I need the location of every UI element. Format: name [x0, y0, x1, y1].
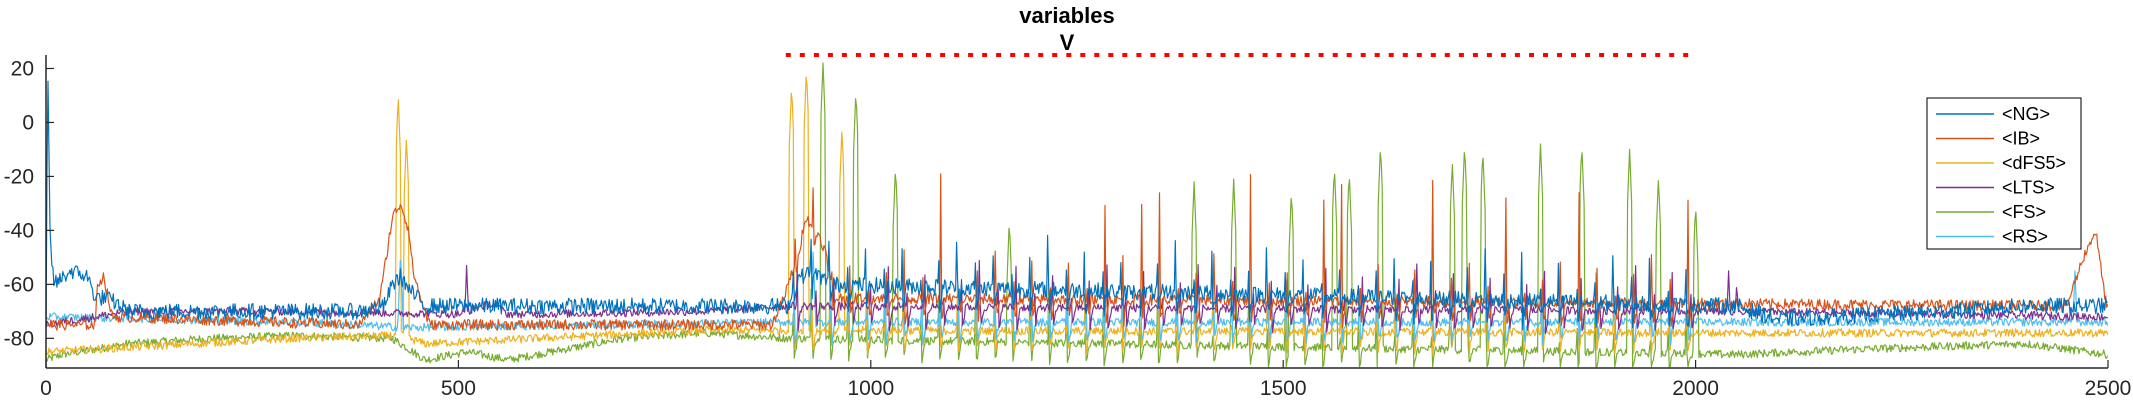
stimulus-marker-dot [1248, 53, 1254, 57]
stimulus-marker-dot [1108, 53, 1114, 57]
legend-label: <FS> [2002, 202, 2046, 222]
stimulus-marker-dot [813, 53, 819, 57]
series-line-dfs5 [46, 76, 2108, 357]
y-tick-label: -60 [4, 273, 34, 296]
axes-layer [45, 55, 2108, 369]
stimulus-marker-dot [1543, 53, 1548, 57]
stimulus-marker-dot [968, 53, 974, 57]
stimulus-marker-dot [1416, 53, 1422, 57]
stimulus-marker-dot [1150, 53, 1156, 57]
stimulus-marker-dot [1360, 53, 1366, 57]
stimulus-marker-dot [1571, 53, 1576, 57]
stimulus-marker-dot [1192, 53, 1198, 57]
stimulus-marker-dot [1529, 53, 1534, 57]
stimulus-marker-dot [1374, 53, 1380, 57]
legend-label: <RS> [2002, 227, 2048, 247]
stimulus-marker-dot [869, 53, 875, 57]
stimulus-marker-dot [827, 53, 833, 57]
stimulus-marker-dot [1122, 53, 1128, 57]
y-tick-label: 20 [11, 57, 34, 80]
stimulus-marker-dot [841, 53, 847, 57]
stimulus-marker-dot [1010, 53, 1016, 57]
y-tick-label: -80 [4, 327, 34, 350]
chart-title: variables [1019, 3, 1114, 28]
x-tick-label: 2000 [1672, 377, 1719, 400]
x-tick-label: 0 [40, 377, 52, 400]
stimulus-marker-dot [1444, 53, 1450, 57]
stimulus-marker-dot [940, 53, 946, 57]
stimulus-marker-dot [1178, 53, 1184, 57]
stimulus-marker-dot [1430, 53, 1436, 57]
stimulus-marker-dot [884, 53, 889, 57]
y-ticks: -80 -60 -40 -20 0 20 [4, 57, 54, 350]
stimulus-marker-dot [1402, 53, 1408, 57]
stimulus-marker-dot [1276, 53, 1282, 57]
stimulus-marker-dot [1683, 53, 1689, 57]
legend-label: <LTS> [2002, 178, 2055, 198]
stimulus-marker-dot [1458, 53, 1464, 57]
stimulus-marker-dot [1220, 53, 1226, 57]
x-tick-label: 500 [441, 377, 476, 400]
stimulus-marker-dot [1066, 53, 1072, 57]
stimulus-marker-dot [1669, 53, 1675, 57]
stimulus-marker-dot [1234, 53, 1240, 57]
stimulus-marker-dot [1599, 53, 1605, 57]
stimulus-marker-dot [954, 53, 960, 57]
plot-area: 0 500 1000 1500 2000 2500 -80 -60 -40 -20 0 20 [4, 53, 2131, 400]
stimulus-marker-dot [785, 53, 791, 57]
stimulus-marker-dot [1290, 53, 1296, 57]
y-tick-label: -40 [4, 219, 34, 242]
stimulus-marker-dot [1472, 53, 1478, 57]
stimulus-marker-dot [799, 53, 805, 57]
stimulus-marker-dot [1332, 53, 1338, 57]
legend-label: <IB> [2002, 129, 2040, 149]
stimulus-marker-dot [1052, 53, 1058, 57]
legend-label: <dFS5> [2002, 153, 2066, 173]
stimulus-marker-dot [1627, 53, 1633, 57]
x-tick-label: 1500 [1260, 377, 1307, 400]
stimulus-marker-dot [1024, 53, 1030, 57]
stimulus-marker-dot [1318, 53, 1324, 57]
x-tick-label: 2500 [2085, 377, 2132, 400]
stimulus-marker-dot [912, 53, 917, 57]
stimulus-marker-dot [1164, 53, 1170, 57]
stimulus-marker-dot [996, 53, 1002, 57]
y-tick-label: -20 [4, 165, 34, 188]
series-layer [46, 62, 2108, 368]
x-tick-label: 1000 [847, 377, 894, 400]
stimulus-marker-dot [1641, 53, 1647, 57]
stimulus-marker-dot [1262, 53, 1268, 57]
legend-label: <NG> [2002, 104, 2050, 124]
y-tick-label: 0 [22, 111, 34, 134]
stimulus-marker-dot [926, 53, 931, 57]
legend[interactable]: <NG> <IB> <dFS5> <LTS> <FS> <RS> [1926, 97, 2082, 250]
legend-box [1926, 97, 2082, 250]
stimulus-marker-dot [1388, 53, 1394, 57]
stimulus-marker-dot [1038, 53, 1044, 57]
stimulus-marker-dot [1346, 53, 1352, 57]
stimulus-marker-dot [855, 53, 861, 57]
series-line-ng [46, 80, 2108, 339]
x-ticks: 0 500 1000 1500 2000 2500 [40, 360, 2131, 400]
stimulus-marker-dot [1655, 53, 1661, 57]
stimulus-marker-dot [1094, 53, 1100, 57]
series-line-rs [46, 251, 2108, 346]
stimulus-marker-dot [1557, 53, 1562, 57]
stimulus-marker-dot [1304, 53, 1310, 57]
stimulus-marker-dot [1613, 53, 1619, 57]
series-line-ib [46, 173, 2108, 331]
stimulus-marker-layer [785, 53, 1689, 57]
stimulus-marker-dot [1585, 53, 1591, 57]
stimulus-marker-dot [982, 53, 988, 57]
stimulus-marker-dot [1206, 53, 1212, 57]
stimulus-marker-dot [1514, 53, 1520, 57]
stimulus-marker-dot [898, 53, 903, 57]
stimulus-marker-dot [1486, 53, 1492, 57]
stimulus-marker-dot [1136, 53, 1142, 57]
legend-items: <NG> <IB> <dFS5> <LTS> <FS> <RS> [1936, 104, 2066, 247]
stimulus-marker-dot [1500, 53, 1506, 57]
chart-subtitle: V [1060, 30, 1075, 55]
stimulus-marker-dot [1080, 53, 1086, 57]
